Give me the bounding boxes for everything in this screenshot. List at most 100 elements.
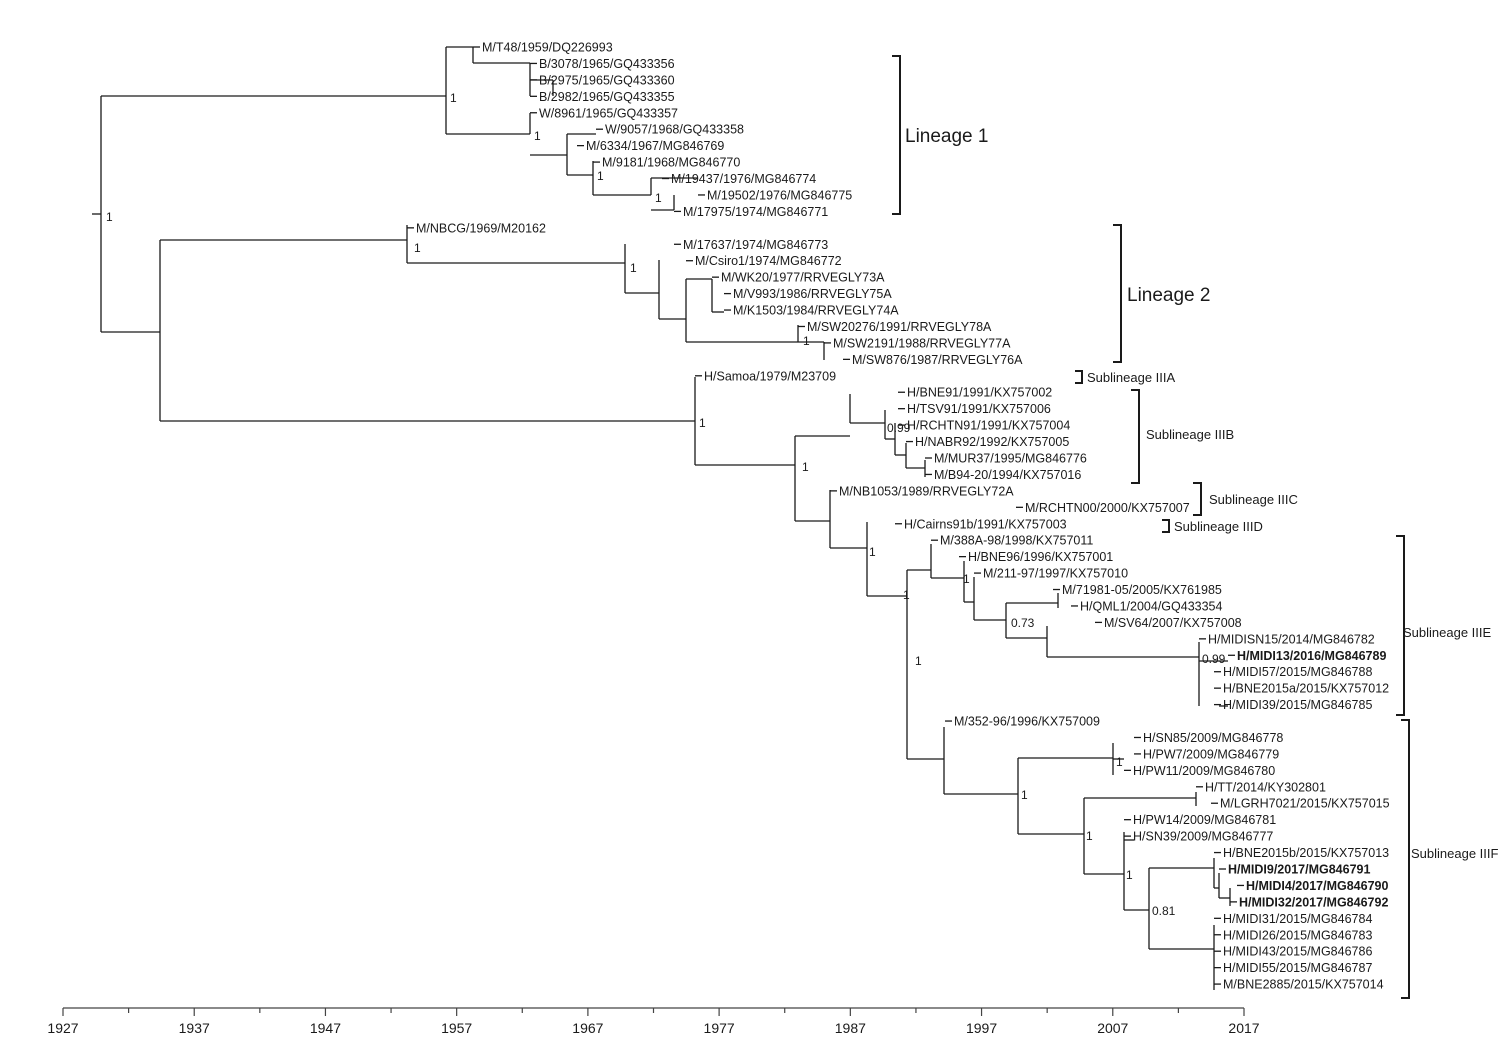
tip-label-t54: H/MIDI31/2015/MG846784 <box>1223 912 1372 926</box>
axis-tick-label-2017: 2017 <box>1228 1020 1259 1036</box>
support-value-19: 1 <box>1086 829 1093 843</box>
tree-branches <box>92 46 1231 990</box>
tip-label-t55: H/MIDI26/2015/MG846783 <box>1223 928 1372 942</box>
support-value-3: 1 <box>534 129 541 143</box>
support-value-8: 1 <box>803 334 810 348</box>
tip-label-t10: M/19502/1976/MG846775 <box>707 188 852 202</box>
tip-labels: M/T48/1959/DQ226993 B/3078/1965/GQ433356 B… <box>407 41 1390 992</box>
sublineage-iiib-bracket <box>1131 389 1140 484</box>
tip-label-t52: H/MIDI4/2017/MG846790 <box>1246 879 1388 893</box>
tip-label-t47: M/LGRH7021/2015/KX757015 <box>1220 797 1390 811</box>
tip-label-t31: M/388A-98/1998/KX757011 <box>940 534 1093 548</box>
tip-label-t7: M/6334/1967/MG846769 <box>586 139 724 153</box>
tip-label-t30: H/Cairns91b/1991/KX757003 <box>904 517 1067 531</box>
tip-label-t3: B/2975/1965/GQ433360 <box>539 73 675 87</box>
lineage-1-label: Lineage 1 <box>905 126 988 147</box>
tip-label-t27: M/B94-20/1994/KX757016 <box>934 468 1081 482</box>
tip-label-t23: H/TSV91/1991/KX757006 <box>907 402 1051 416</box>
support-value-14: 1 <box>915 654 922 668</box>
clade-annotations: Lineage 1 Lineage 2 Sublineage IIIA Subl… <box>892 55 1499 999</box>
sublineage-iiic-bracket <box>1193 482 1202 516</box>
tip-label-t25: H/NABR92/1992/KX757005 <box>915 435 1069 449</box>
tip-label-t14: M/Csiro1/1974/MG846772 <box>695 254 842 268</box>
axis-tick-label-1927: 1927 <box>47 1020 78 1036</box>
tip-label-t33: M/211-97/1997/KX757010 <box>983 567 1128 581</box>
sublineage-iiif-bracket <box>1401 719 1410 999</box>
axis-tick-label-1937: 1937 <box>179 1020 210 1036</box>
lineage-2-bracket <box>1113 224 1122 363</box>
sublineage-iiib-label: Sublineage IIIB <box>1146 427 1234 442</box>
time-axis: 1927 1937 1947 1957 1967 1977 1987 1997 2007 2017 <box>47 1007 1260 1036</box>
tip-label-t5: W/8961/1965/GQ433357 <box>539 106 678 120</box>
support-value-9: 1 <box>699 416 706 430</box>
tip-label-t24: H/RCHTN91/1991/KX757004 <box>907 419 1070 433</box>
tip-label-t53: H/MIDI32/2017/MG846792 <box>1239 895 1388 909</box>
sublineage-iiie-label: Sublineage IIIE <box>1403 625 1492 640</box>
support-value-13: 1 <box>903 588 910 602</box>
tip-label-t46: H/TT/2014/KY302801 <box>1205 780 1326 794</box>
sublineage-iiia-bracket <box>1075 370 1083 384</box>
sublineage-iiic-label: Sublineage IIIC <box>1209 492 1298 507</box>
tip-label-t40: H/BNE2015a/2015/KX757012 <box>1223 682 1389 696</box>
lineage-1-bracket <box>892 55 901 215</box>
support-value-2: 1 <box>450 91 457 105</box>
support-value-22: 0.81 <box>1152 904 1176 918</box>
tip-label-t19: M/SW2191/1988/RRVEGLY77A <box>833 336 1011 350</box>
axis-tick-label-2007: 2007 <box>1097 1020 1128 1036</box>
tip-label-t15: M/WK20/1977/RRVEGLY73A <box>721 271 885 285</box>
sublineage-iiie-bracket <box>1396 535 1405 716</box>
lineage-2-label: Lineage 2 <box>1127 285 1210 306</box>
tip-label-t57: H/MIDI55/2015/MG846787 <box>1223 961 1372 975</box>
support-value-1: 1 <box>106 210 113 224</box>
tip-label-t58: M/BNE2885/2015/KX757014 <box>1223 978 1384 992</box>
tip-label-t42: M/352-96/1996/KX757009 <box>954 715 1100 729</box>
support-values: 1 1 1 1 1 1 1 1 1 1 0.99 1 1 1 1 0.73 1 0.99 1 1 1 0.81 <box>106 91 1226 918</box>
support-value-21: 1 <box>1126 868 1133 882</box>
tip-label-t9: M/19437/1976/MG846774 <box>671 172 816 186</box>
tip-label-t44: H/PW7/2009/MG846779 <box>1143 747 1279 761</box>
tip-label-t51: H/MIDI9/2017/MG846791 <box>1228 863 1370 877</box>
tip-label-t56: H/MIDI43/2015/MG846786 <box>1223 945 1372 959</box>
tip-label-t37: H/MIDISN15/2014/MG846782 <box>1208 632 1375 646</box>
sublineage-iiia-label: Sublineage IIIA <box>1087 370 1176 385</box>
axis-tick-label-1947: 1947 <box>310 1020 341 1036</box>
tip-label-t11: M/17975/1974/MG846771 <box>683 205 828 219</box>
tip-label-t29: M/RCHTN00/2000/KX757007 <box>1025 501 1190 515</box>
support-value-11: 0.99 <box>887 421 911 435</box>
tip-label-t2: B/3078/1965/GQ433356 <box>539 57 675 71</box>
support-value-17: 1 <box>1021 788 1028 802</box>
axis-tick-label-1987: 1987 <box>835 1020 866 1036</box>
support-value-18: 0.99 <box>1202 652 1226 666</box>
tip-label-t17: M/K1503/1984/RRVEGLY74A <box>733 304 899 318</box>
tip-label-t39: H/MIDI57/2015/MG846788 <box>1223 665 1372 679</box>
support-value-4: 1 <box>597 169 604 183</box>
tip-label-t34: M/71981-05/2005/KX761985 <box>1062 583 1222 597</box>
support-value-10: 1 <box>802 460 809 474</box>
tip-label-t1: M/T48/1959/DQ226993 <box>482 41 613 55</box>
support-value-5: 1 <box>655 191 662 205</box>
sublineage-iiid-label: Sublineage IIID <box>1174 519 1263 534</box>
tip-label-t16: M/V993/1986/RRVEGLY75A <box>733 287 892 301</box>
support-value-12: 1 <box>869 545 876 559</box>
tip-label-t4: B/2982/1965/GQ433355 <box>539 90 675 104</box>
tip-label-t43: H/SN85/2009/MG846778 <box>1143 731 1283 745</box>
support-value-6: 1 <box>414 241 421 255</box>
support-value-20: 1 <box>1116 755 1123 769</box>
support-value-15: 1 <box>963 572 970 586</box>
support-value-16: 0.73 <box>1011 616 1035 630</box>
support-value-7: 1 <box>630 261 637 275</box>
tip-label-t41: H/MIDI39/2015/MG846785 <box>1223 698 1372 712</box>
tip-label-t21: H/Samoa/1979/M23709 <box>704 369 836 383</box>
tip-label-t12: M/NBCG/1969/M20162 <box>416 221 546 235</box>
tip-label-t45: H/PW11/2009/MG846780 <box>1133 764 1275 778</box>
tip-label-t6: W/9057/1968/GQ433358 <box>605 123 744 137</box>
axis-tick-label-1977: 1977 <box>704 1020 735 1036</box>
tip-label-t36: M/SV64/2007/KX757008 <box>1104 616 1242 630</box>
tip-label-t20: M/SW876/1987/RRVEGLY76A <box>852 353 1023 367</box>
tip-label-t32: H/BNE96/1996/KX757001 <box>968 550 1113 564</box>
axis-tick-label-1957: 1957 <box>441 1020 472 1036</box>
tip-label-t49: H/SN39/2009/MG846777 <box>1133 830 1273 844</box>
tip-label-t28: M/NB1053/1989/RRVEGLY72A <box>839 484 1014 498</box>
tip-label-t13: M/17637/1974/MG846773 <box>683 238 828 252</box>
